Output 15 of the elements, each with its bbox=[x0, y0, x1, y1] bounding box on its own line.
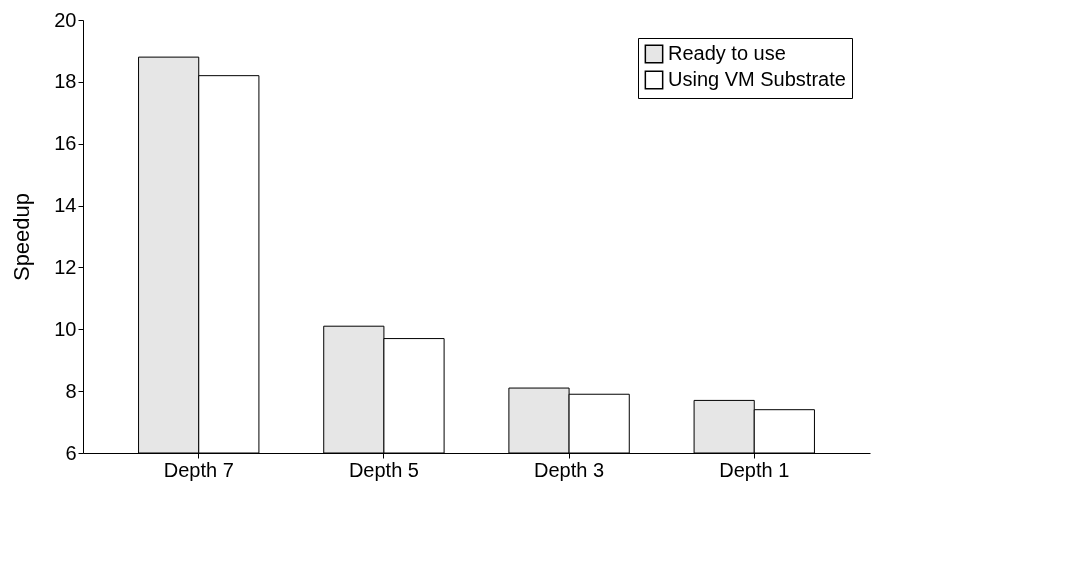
x-tick-label: Depth 1 bbox=[719, 458, 790, 481]
y-tick-label: 6 bbox=[65, 441, 77, 464]
y-tick-label: 10 bbox=[54, 317, 77, 340]
x-tick-label: Depth 7 bbox=[163, 458, 234, 481]
y-tick-label: 8 bbox=[65, 379, 77, 402]
y-tick-label: 16 bbox=[54, 132, 77, 155]
x-tick-label: Depth 3 bbox=[534, 458, 605, 481]
legend-label: Ready to use bbox=[668, 42, 786, 64]
y-tick-label: 12 bbox=[54, 255, 77, 278]
x-tick-label: Depth 5 bbox=[348, 458, 419, 481]
y-tick-label: 18 bbox=[54, 70, 77, 93]
legend-label: Using VM Substrate bbox=[668, 68, 846, 90]
y-tick-label: 14 bbox=[54, 194, 77, 217]
y-tick-label: 20 bbox=[54, 8, 77, 31]
y-axis-title: Speedup bbox=[9, 192, 35, 282]
